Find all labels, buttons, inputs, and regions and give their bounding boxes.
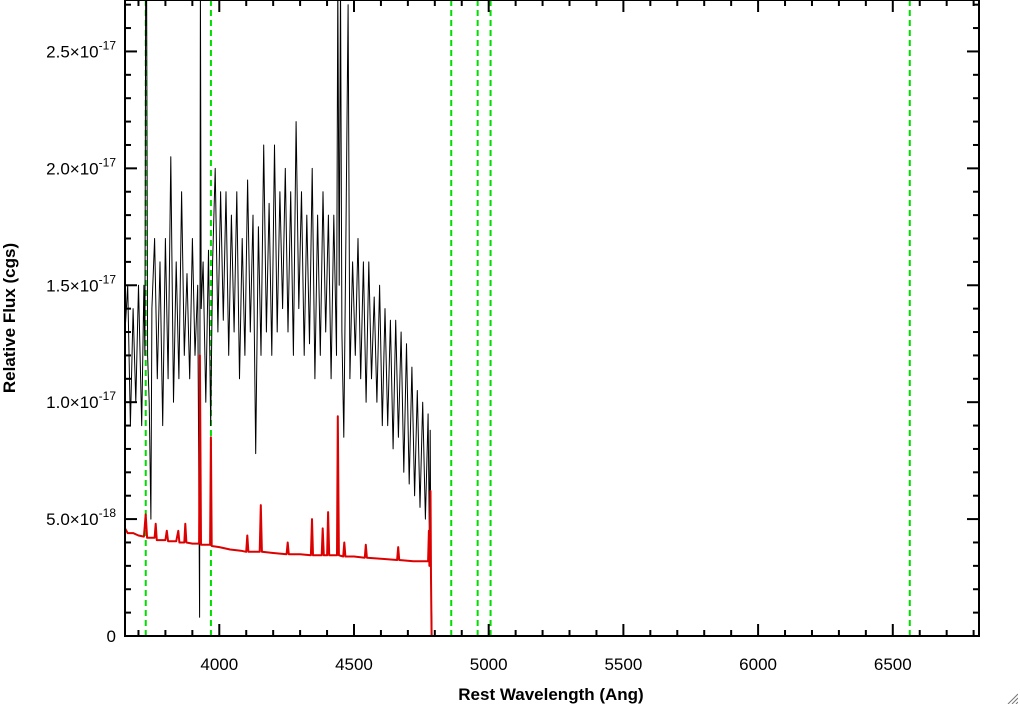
x-tick-label: 6000	[739, 655, 777, 674]
y-tick-exponent: -18	[99, 506, 117, 520]
series-line-0	[125, 0, 979, 636]
spectrum-series	[125, 0, 979, 636]
y-tick-mantissa: 2.0×10	[46, 159, 98, 178]
y-tick-label: 0	[107, 627, 116, 646]
y-tick-label: 1.5×10-17	[46, 272, 116, 295]
y-tick-exponent: -17	[99, 155, 117, 169]
y-tick-exponent: -17	[99, 272, 117, 286]
y-tick-mantissa: 5.0×10	[46, 510, 98, 529]
y-tick-exponent: -17	[99, 389, 117, 403]
y-tick-label: 1.0×10-17	[46, 389, 116, 412]
y-axis-title: Relative Flux (cgs)	[0, 243, 19, 393]
y-tick-exponent: -17	[99, 38, 117, 52]
y-tick-label: 2.0×10-17	[46, 155, 116, 178]
x-tick-label: 6500	[874, 655, 912, 674]
x-tick-label: 5000	[470, 655, 508, 674]
y-tick-label: 2.5×10-17	[46, 38, 116, 61]
series-line-1	[125, 354, 979, 636]
y-tick-labels: 05.0×10-181.0×10-171.5×10-172.0×10-172.5…	[46, 38, 116, 646]
x-tick-label: 5500	[604, 655, 642, 674]
x-tick-label: 4000	[200, 655, 238, 674]
plot-frame	[124, 0, 980, 637]
y-tick-mantissa: 1.0×10	[46, 393, 98, 412]
x-tick-labels: 4000 4500 5000 5500 6000 6500	[200, 655, 911, 674]
resize-grip-icon[interactable]	[1006, 692, 1018, 704]
x-axis-title: Rest Wavelength (Ang)	[458, 685, 643, 704]
y-tick-mantissa: 0	[107, 627, 116, 646]
y-tick-mantissa: 1.5×10	[46, 276, 98, 295]
y-tick-mantissa: 2.5×10	[46, 42, 98, 61]
axis-ticks	[125, 0, 979, 637]
y-tick-label: 5.0×10-18	[46, 506, 116, 529]
x-tick-label: 4500	[335, 655, 373, 674]
